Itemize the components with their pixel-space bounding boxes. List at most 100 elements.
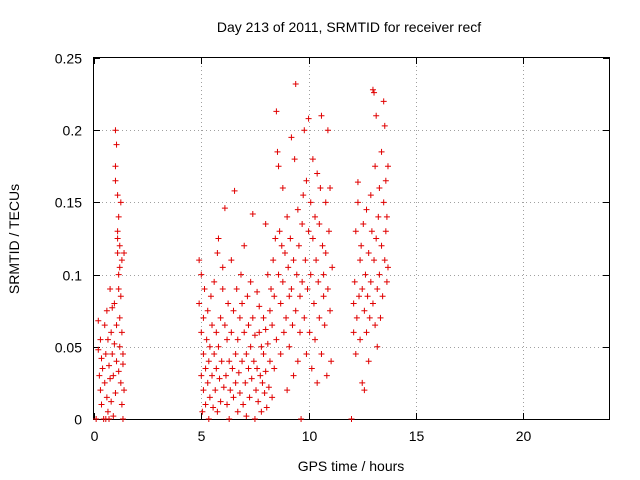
data-point bbox=[224, 336, 231, 343]
data-point bbox=[117, 379, 124, 386]
data-point bbox=[257, 372, 264, 379]
data-point bbox=[304, 286, 311, 293]
data-point bbox=[111, 300, 118, 307]
data-point bbox=[242, 379, 249, 386]
data-point bbox=[357, 336, 364, 343]
data-point bbox=[284, 213, 291, 220]
data-point bbox=[351, 278, 358, 285]
data-point bbox=[383, 278, 390, 285]
data-point bbox=[262, 326, 269, 333]
x-tick-label: 0 bbox=[91, 428, 99, 444]
data-point bbox=[231, 187, 238, 194]
grid bbox=[94, 58, 609, 419]
plot-frame bbox=[93, 57, 610, 420]
data-point bbox=[232, 379, 239, 386]
data-point bbox=[115, 213, 122, 220]
data-point bbox=[352, 228, 359, 235]
data-point bbox=[302, 257, 309, 264]
data-point bbox=[322, 249, 329, 256]
y-tick-label: 0.2 bbox=[63, 123, 83, 139]
y-tick-label: 0.05 bbox=[55, 340, 82, 356]
data-point bbox=[373, 235, 380, 242]
data-point bbox=[280, 329, 287, 336]
data-point bbox=[119, 351, 126, 358]
data-point bbox=[114, 235, 121, 242]
data-point bbox=[307, 271, 314, 278]
data-point bbox=[211, 278, 218, 285]
data-point bbox=[115, 286, 122, 293]
data-point bbox=[95, 317, 102, 324]
data-point bbox=[286, 293, 293, 300]
data-point bbox=[117, 293, 124, 300]
data-point bbox=[114, 192, 121, 199]
data-point bbox=[314, 170, 321, 177]
data-point bbox=[358, 242, 365, 249]
data-point bbox=[359, 286, 366, 293]
data-point bbox=[265, 384, 272, 391]
data-point bbox=[263, 404, 270, 411]
data-point bbox=[226, 416, 233, 422]
data-point bbox=[273, 336, 280, 343]
data-point bbox=[375, 213, 382, 220]
data-point bbox=[323, 372, 330, 379]
data-point bbox=[299, 278, 306, 285]
data-point bbox=[321, 322, 328, 329]
data-point bbox=[217, 398, 224, 405]
data-point bbox=[199, 408, 206, 415]
data-point bbox=[98, 355, 105, 362]
data-points bbox=[93, 80, 391, 422]
data-point bbox=[228, 329, 235, 336]
data-point bbox=[211, 351, 218, 358]
data-point bbox=[93, 416, 100, 422]
data-point bbox=[316, 314, 323, 321]
data-point bbox=[104, 336, 111, 343]
data-point bbox=[290, 372, 297, 379]
data-point bbox=[307, 199, 314, 206]
data-point bbox=[251, 416, 258, 422]
data-point bbox=[110, 413, 117, 420]
data-point bbox=[254, 365, 261, 372]
data-point bbox=[213, 365, 220, 372]
data-point bbox=[108, 329, 115, 336]
data-point bbox=[233, 286, 240, 293]
data-point bbox=[99, 365, 106, 372]
data-point bbox=[297, 293, 303, 300]
data-point bbox=[213, 329, 220, 336]
data-point bbox=[101, 379, 108, 386]
data-point bbox=[214, 408, 221, 415]
data-point bbox=[271, 365, 278, 372]
data-point bbox=[379, 293, 386, 300]
data-point bbox=[266, 358, 273, 365]
data-point bbox=[200, 351, 207, 358]
data-point bbox=[374, 286, 381, 293]
data-point bbox=[201, 286, 208, 293]
data-point bbox=[374, 343, 381, 350]
y-tick-label: 0.15 bbox=[55, 195, 82, 211]
data-point bbox=[284, 387, 291, 394]
data-point bbox=[219, 286, 226, 293]
data-point bbox=[279, 278, 286, 285]
data-point bbox=[268, 286, 275, 293]
data-point bbox=[224, 401, 231, 408]
data-point bbox=[276, 228, 283, 235]
data-point bbox=[200, 314, 207, 321]
data-point bbox=[380, 98, 387, 105]
data-point bbox=[382, 228, 389, 235]
data-point bbox=[114, 249, 121, 256]
data-point bbox=[365, 249, 372, 256]
data-point bbox=[241, 329, 248, 336]
data-point bbox=[118, 329, 125, 336]
data-point bbox=[363, 329, 370, 336]
data-point bbox=[299, 221, 306, 228]
data-point bbox=[230, 307, 237, 314]
data-point bbox=[216, 375, 223, 382]
data-point bbox=[235, 369, 242, 376]
x-tick-label: 15 bbox=[409, 428, 425, 444]
data-point bbox=[294, 358, 301, 365]
data-point bbox=[309, 156, 316, 163]
data-point bbox=[279, 184, 286, 191]
data-point bbox=[287, 235, 294, 242]
data-point bbox=[312, 336, 319, 343]
data-point bbox=[381, 122, 388, 129]
data-point bbox=[222, 372, 229, 379]
